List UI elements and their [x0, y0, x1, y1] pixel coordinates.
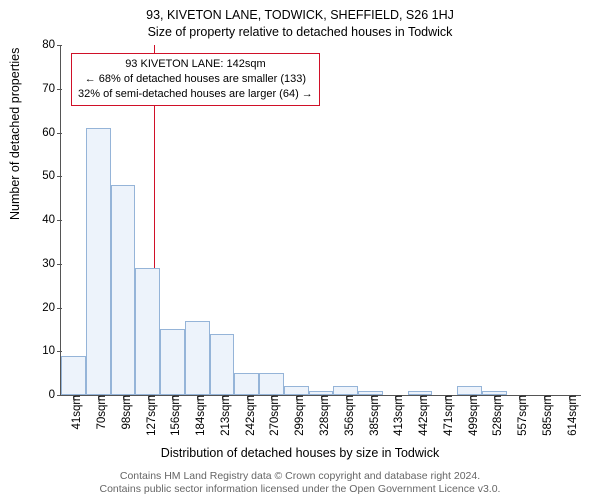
footer-line-2: Contains public sector information licen… [0, 483, 600, 496]
x-tick: 614sqm [559, 395, 579, 436]
histogram-bar [111, 185, 136, 395]
histogram-bar [61, 356, 86, 395]
y-tick: 70 [42, 83, 61, 95]
y-axis-label: Number of detached properties [8, 48, 22, 220]
histogram-bar [259, 373, 284, 395]
histogram-bar [234, 373, 259, 395]
y-tick: 10 [42, 345, 61, 357]
x-tick: 184sqm [187, 395, 207, 436]
histogram-bar [333, 386, 358, 395]
x-axis-label: Distribution of detached houses by size … [0, 446, 600, 460]
x-tick: 213sqm [212, 395, 232, 436]
property-info-box: 93 KIVETON LANE: 142sqm ← 68% of detache… [71, 53, 320, 106]
y-tick: 40 [42, 214, 61, 226]
histogram-bar [135, 268, 160, 395]
y-tick: 80 [42, 39, 61, 51]
x-tick: 299sqm [286, 395, 306, 436]
histogram-bar [185, 321, 210, 395]
histogram-bar [210, 334, 235, 395]
x-tick: 413sqm [385, 395, 405, 436]
y-tick: 30 [42, 258, 61, 270]
plot-area: 93 KIVETON LANE: 142sqm ← 68% of detache… [60, 45, 581, 396]
page-title: 93, KIVETON LANE, TODWICK, SHEFFIELD, S2… [0, 0, 600, 22]
y-tick: 20 [42, 302, 61, 314]
footer-attribution: Contains HM Land Registry data © Crown c… [0, 470, 600, 496]
histogram-bar [457, 386, 482, 395]
x-tick: 41sqm [63, 395, 83, 430]
histogram-bar [86, 128, 111, 395]
y-tick: 50 [42, 170, 61, 182]
x-tick: 356sqm [336, 395, 356, 436]
x-tick: 499sqm [460, 395, 480, 436]
chart-subtitle: Size of property relative to detached ho… [0, 22, 600, 39]
y-tick: 0 [49, 389, 61, 401]
x-tick: 557sqm [509, 395, 529, 436]
x-tick: 385sqm [361, 395, 381, 436]
x-tick: 442sqm [410, 395, 430, 436]
footer-line-1: Contains HM Land Registry data © Crown c… [0, 470, 600, 483]
x-tick: 156sqm [162, 395, 182, 436]
x-tick: 70sqm [88, 395, 108, 430]
histogram-bar [284, 386, 309, 395]
info-line-1: 93 KIVETON LANE: 142sqm [78, 57, 313, 72]
x-tick: 270sqm [261, 395, 281, 436]
x-tick: 328sqm [311, 395, 331, 436]
x-tick: 528sqm [484, 395, 504, 436]
x-tick: 471sqm [435, 395, 455, 436]
chart-container: 93, KIVETON LANE, TODWICK, SHEFFIELD, S2… [0, 0, 600, 500]
x-tick: 585sqm [534, 395, 554, 436]
info-line-3: 32% of semi-detached houses are larger (… [78, 87, 313, 102]
y-tick: 60 [42, 127, 61, 139]
x-tick: 242sqm [237, 395, 257, 436]
x-tick: 98sqm [113, 395, 133, 430]
x-tick: 127sqm [138, 395, 158, 436]
histogram-bar [160, 329, 185, 395]
info-line-2: ← 68% of detached houses are smaller (13… [78, 72, 313, 87]
